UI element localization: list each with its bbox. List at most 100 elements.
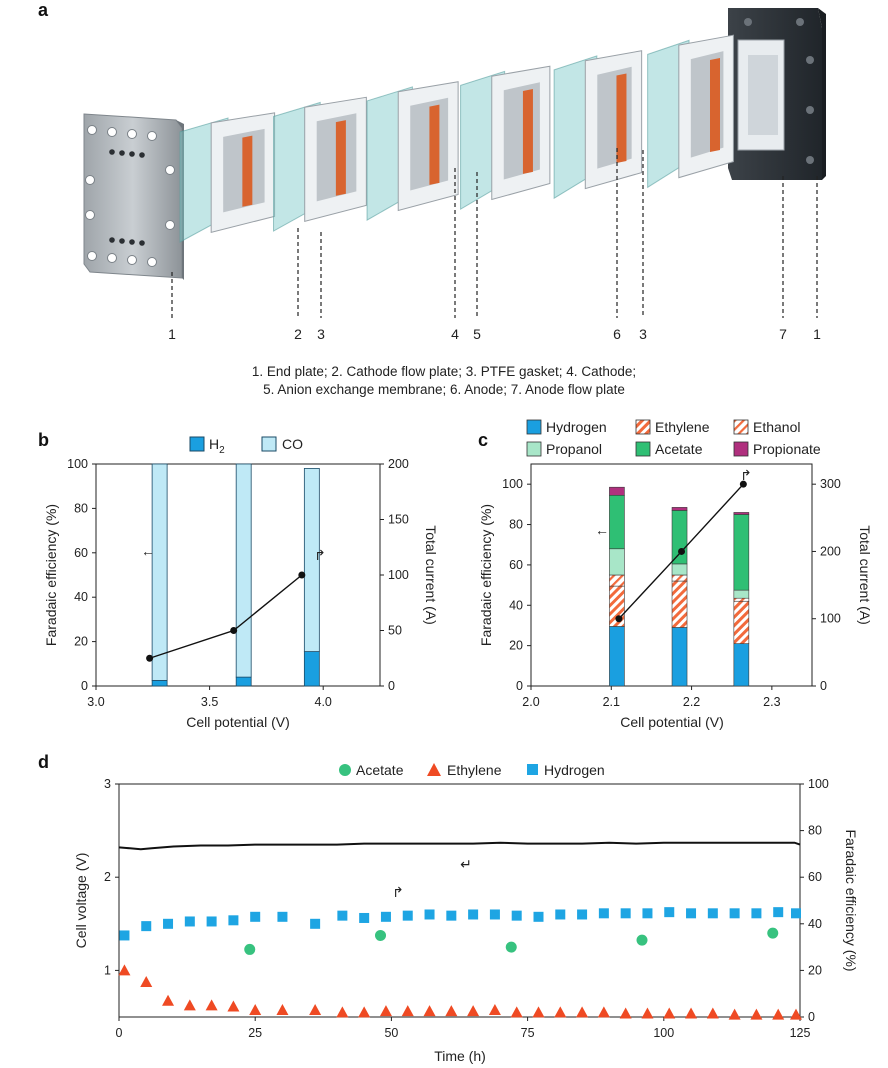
- y2-tick-label: 100: [808, 777, 829, 791]
- panel-a-letter: a: [38, 0, 49, 20]
- hydrogen-point: [228, 915, 239, 926]
- y-tick-label: 40: [74, 590, 88, 604]
- callout-number: 4: [451, 326, 459, 342]
- bar-acetate: [733, 514, 750, 591]
- bolt-hole: [147, 257, 157, 267]
- x-tick-label: 2.3: [763, 695, 780, 709]
- hydrogen-point: [707, 908, 718, 919]
- y2-tick-label: 0: [820, 679, 827, 693]
- panel-c-chart: c 2.0 2.1 2.2 2.3 0 20 40 60 80 100 0 100 200 300 ← ↱ Hy…: [478, 419, 873, 730]
- legend-label-h2: H2: [209, 436, 225, 456]
- y-axis-label: Faradaic efficiency (%): [478, 504, 494, 646]
- current-point: [230, 627, 238, 634]
- y-tick-label: 0: [81, 679, 88, 693]
- acetate-point: [636, 934, 648, 946]
- electrolyzer-stack-illustration: [83, 8, 826, 280]
- ethylene-point: [358, 1006, 371, 1018]
- hydrogen-point: [141, 921, 152, 932]
- legend-swatch-propanol: [526, 441, 542, 457]
- panel-c-letter: c: [478, 430, 488, 450]
- hydrogen-point: [686, 908, 697, 919]
- hydrogen-point: [577, 909, 588, 920]
- x-tick-label: 25: [248, 1026, 262, 1040]
- callout-number: 1: [168, 326, 176, 342]
- y-tick-label: 60: [74, 546, 88, 560]
- y-tick-label: 1: [104, 963, 111, 977]
- y2-tick-label: 50: [388, 624, 402, 638]
- x-tick-label: 0: [116, 1026, 123, 1040]
- bar-h2: [151, 680, 168, 687]
- y2-tick-label: 40: [808, 917, 822, 931]
- bolt-hole: [147, 131, 157, 141]
- electrode-strip: [522, 89, 533, 174]
- bar-propanol: [609, 548, 625, 576]
- bar-ethanol: [671, 574, 688, 582]
- flow-plate-window: [597, 66, 632, 169]
- x-tick-label: 3.0: [87, 695, 104, 709]
- x-axis-label: Cell potential (V): [186, 714, 290, 730]
- x-axis-label: Time (h): [434, 1048, 486, 1064]
- bar-propionate: [733, 512, 750, 515]
- legend-label-ethylene: Ethylene: [655, 419, 710, 435]
- hydrogen-point: [402, 910, 413, 921]
- y-tick-label: 100: [67, 457, 88, 471]
- current-point: [615, 615, 623, 623]
- callout-number: 7: [779, 326, 787, 342]
- y-tick-label: 80: [74, 501, 88, 515]
- y2-axis-label: Total current (A): [423, 525, 439, 625]
- panel-d-chart: d 0 25 50 75 100 125 1 2 3 0 20 40 60 80 100 ↵ ↱ Acetate E…: [38, 752, 859, 1064]
- hydrogen-point: [310, 918, 321, 929]
- legend-marker-ethylene: [427, 763, 441, 776]
- acetate-point: [244, 943, 256, 955]
- bolt-hole: [127, 129, 137, 139]
- hydrogen-point: [751, 908, 762, 919]
- electrode-strip: [616, 73, 627, 163]
- y2-tick-label: 0: [808, 1010, 815, 1024]
- y2-tick-label: 150: [388, 513, 409, 527]
- y2-tick-label: 100: [388, 568, 409, 582]
- bar-ethanol: [733, 597, 750, 602]
- legend-swatch-ethylene: [635, 419, 651, 435]
- hydrogen-point: [555, 909, 566, 920]
- bolt-hole: [85, 175, 95, 185]
- hydrogen-point: [468, 909, 479, 920]
- x-tick-label: 125: [790, 1026, 811, 1040]
- bolt-hole: [107, 253, 117, 263]
- bar-acetate: [671, 510, 688, 565]
- legend-swatch-co: [261, 436, 277, 452]
- hydrogen-point: [620, 908, 631, 919]
- panel-b-letter: b: [38, 430, 49, 450]
- panel-d-letter: d: [38, 752, 49, 772]
- bar-h2: [235, 676, 252, 687]
- caption-line-1: 1. End plate; 2. Cathode flow plate; 3. …: [252, 364, 636, 379]
- callout-number: 6: [613, 326, 621, 342]
- port-hole: [119, 150, 125, 156]
- hydrogen-point: [337, 910, 348, 921]
- right-axis-arrow: ↱: [392, 884, 404, 900]
- ethylene-point: [205, 999, 218, 1011]
- ethylene-point: [728, 1008, 741, 1020]
- left-axis-arrow: ←: [595, 522, 609, 538]
- port-hole: [139, 240, 145, 246]
- ethylene-point: [706, 1007, 719, 1019]
- legend-marker-acetate: [339, 764, 351, 776]
- ethylene-point: [663, 1007, 676, 1019]
- x-tick-label: 3.5: [201, 695, 218, 709]
- hydrogen-point: [184, 916, 195, 927]
- bar-ethanol: [609, 574, 625, 587]
- bar-co: [303, 468, 320, 652]
- y-axis-label: Faradaic efficiency (%): [43, 504, 59, 646]
- legend-swatch-h2: [189, 436, 205, 452]
- y-axis-label: Cell voltage (V): [73, 853, 89, 949]
- y-tick-label: 3: [104, 777, 111, 791]
- bar-hydrogen: [671, 627, 688, 687]
- port-hole: [129, 151, 135, 157]
- ethylene-point: [227, 1000, 240, 1012]
- bar-hydrogen: [609, 626, 625, 687]
- ethylene-point: [423, 1005, 436, 1017]
- voltage-trace: [118, 841, 801, 851]
- bar-h2: [303, 651, 320, 687]
- port-hole: [139, 152, 145, 158]
- bolt-hole: [87, 251, 97, 261]
